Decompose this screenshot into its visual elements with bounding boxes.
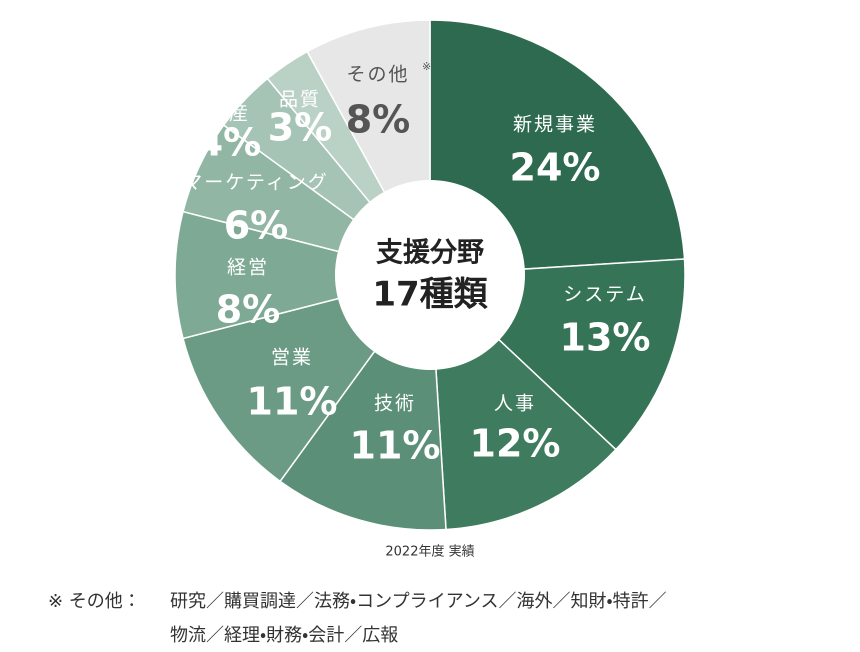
note-mark: ※ — [422, 60, 431, 73]
segment-value-label: 6% — [224, 204, 289, 248]
segment-name: 新規事業 — [513, 114, 597, 136]
segment-value-label: 13% — [560, 316, 651, 360]
segment-name: 経営 — [227, 257, 269, 279]
segment-value-label: 4% — [197, 121, 262, 165]
segment-name: その他 — [346, 64, 409, 86]
segment-name: 人事 — [494, 393, 536, 415]
center-label: 支援分野 — [376, 238, 484, 269]
caption: 2022年度 実績 — [385, 544, 474, 560]
segment-name: マーケティング — [183, 172, 328, 194]
segment-name: 営業 — [271, 347, 313, 369]
segment-name: 品質 — [279, 89, 321, 111]
segments — [174, 19, 686, 531]
segment-value-label: 12% — [470, 422, 561, 466]
segment-value-label: 24% — [510, 146, 601, 190]
segment-value-label: 3% — [268, 106, 333, 150]
footnote-line: 物流／経理・財務・会計／広報 — [170, 625, 398, 646]
footnote-line: 研究／購買調達／法務・コンプライアンス／海外／知財・特許／ — [170, 591, 667, 612]
segment-value-label: 11% — [350, 424, 441, 468]
footnote-marker: ※ その他： — [48, 591, 141, 612]
donut-hole — [335, 180, 525, 370]
segment-name: システム — [563, 284, 646, 306]
segment-name: 生産 — [208, 103, 250, 125]
segment-value-label: 11% — [247, 380, 338, 424]
segment-value-label: 8% — [346, 98, 411, 142]
segment-value-label: 8% — [216, 288, 281, 332]
segment-name: 技術 — [374, 393, 416, 415]
center-label: 17種類 — [372, 275, 488, 315]
